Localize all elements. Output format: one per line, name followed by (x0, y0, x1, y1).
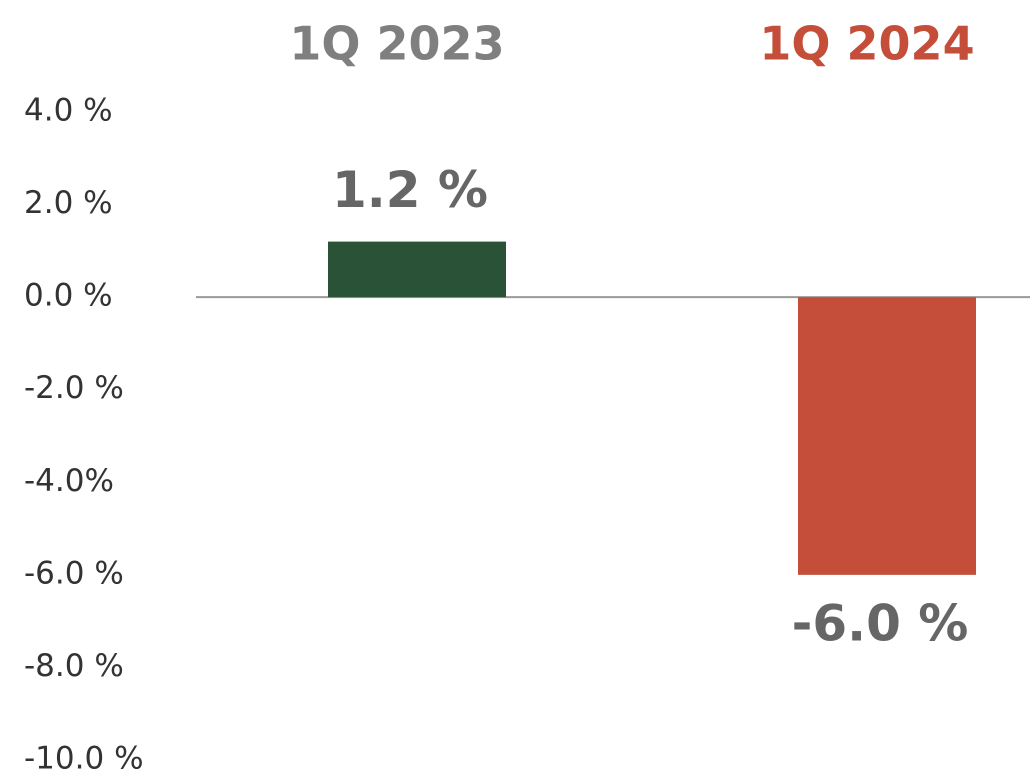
value-label: -6.0 % (792, 594, 969, 652)
y-tick-label: -2.0 % (24, 370, 124, 406)
y-tick-label: -6.0 % (24, 555, 124, 591)
y-tick-label: 2.0 % (24, 185, 113, 221)
bar (798, 297, 976, 575)
value-label: 1.2 % (332, 161, 488, 219)
bar (328, 241, 506, 298)
y-tick-label: -8.0 % (24, 648, 124, 684)
y-tick-label: 4.0 % (24, 93, 113, 129)
category-label: 1Q 2023 (289, 17, 504, 71)
y-tick-label: 0.0 % (24, 278, 113, 314)
category-label: 1Q 2024 (759, 17, 974, 71)
y-tick-label: -4.0% (24, 463, 114, 499)
y-tick-label: -10.0 % (24, 741, 144, 776)
